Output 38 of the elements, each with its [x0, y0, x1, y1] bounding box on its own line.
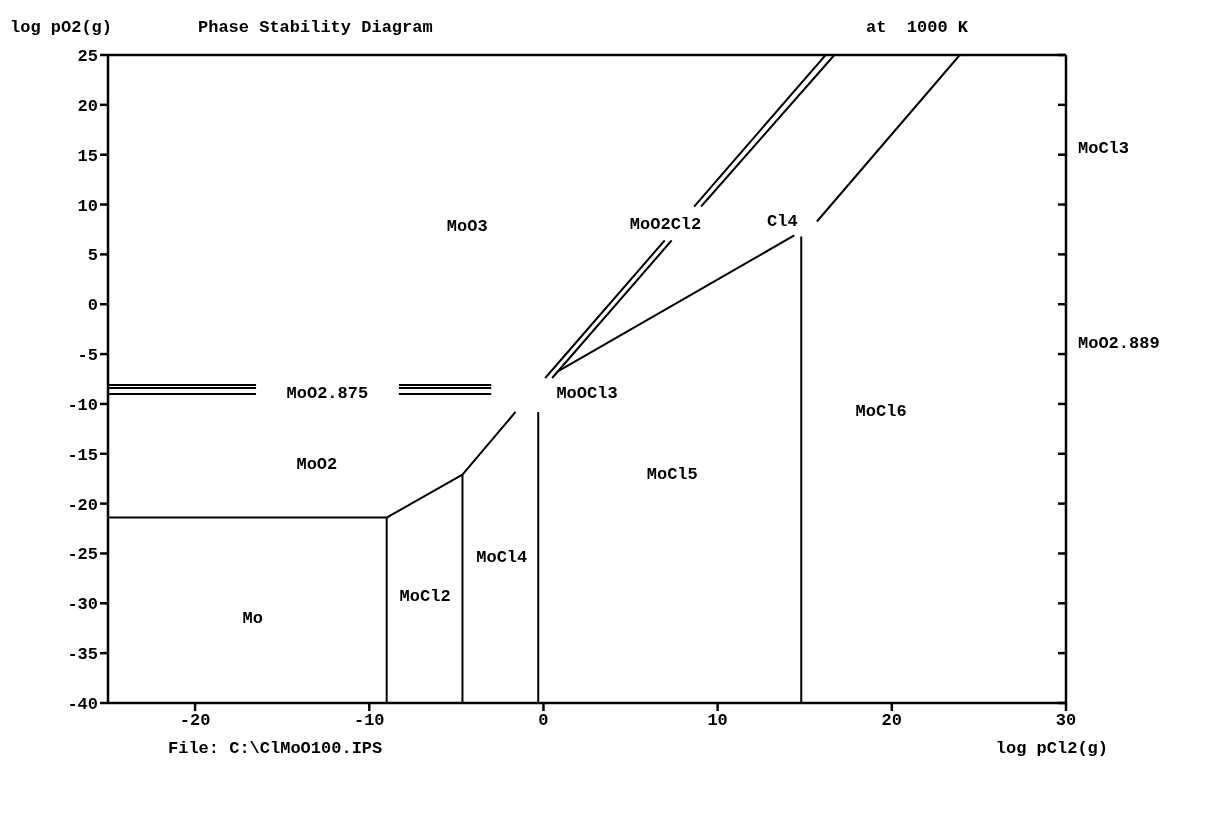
y-tick-label: -25: [67, 545, 98, 565]
annotation: MoCl6: [855, 402, 907, 423]
y-tick-label: -35: [67, 645, 98, 665]
chart-title: Phase Stability Diagram: [198, 18, 433, 38]
text: File: C:\ClMoO100.IPS: [168, 739, 383, 759]
annotation: Cl4: [767, 211, 798, 232]
y-tick-label: 25: [77, 47, 98, 67]
y-tick-label: 5: [87, 246, 98, 266]
x-tick-label: 30: [1055, 711, 1077, 731]
annotation: Mo: [242, 609, 263, 630]
annotation: MoCl5: [646, 464, 698, 485]
y-tick-label: 0: [87, 296, 98, 316]
annotation: MoO3: [446, 217, 488, 238]
y-tick-label: 20: [77, 96, 98, 116]
text: MoO2.889: [1078, 333, 1160, 354]
annotation: MoOCl3: [556, 383, 618, 404]
annotation: MoCl2: [399, 587, 451, 608]
annotation: MoCl4: [476, 548, 528, 569]
annotation: MoO2.875: [286, 383, 369, 404]
annotation: MoO2: [296, 454, 338, 475]
x-tick-label: -10: [353, 711, 385, 731]
y-tick-label: 15: [77, 146, 98, 166]
x-tick-label: 0: [538, 711, 549, 731]
x-tick-label: -20: [179, 711, 211, 731]
chart-subtitle: at 1000 K: [866, 18, 969, 38]
y-tick-label: -20: [67, 495, 98, 515]
x-axis-title: log pCl2(g): [995, 739, 1108, 759]
y-tick-label: -40: [67, 695, 98, 715]
y-tick-label: -10: [67, 395, 98, 415]
y-tick-label: -30: [67, 595, 98, 615]
x-tick-label: 10: [707, 711, 728, 731]
y-tick-label: -5: [77, 346, 98, 366]
text: MoCl3: [1078, 139, 1130, 160]
x-tick-label: 20: [881, 711, 903, 731]
y-tick-label: 10: [77, 196, 98, 216]
y-axis-title: log pO2(g): [10, 18, 113, 38]
annotation: MoO2Cl2: [629, 215, 702, 236]
y-tick-label: -15: [67, 445, 98, 465]
